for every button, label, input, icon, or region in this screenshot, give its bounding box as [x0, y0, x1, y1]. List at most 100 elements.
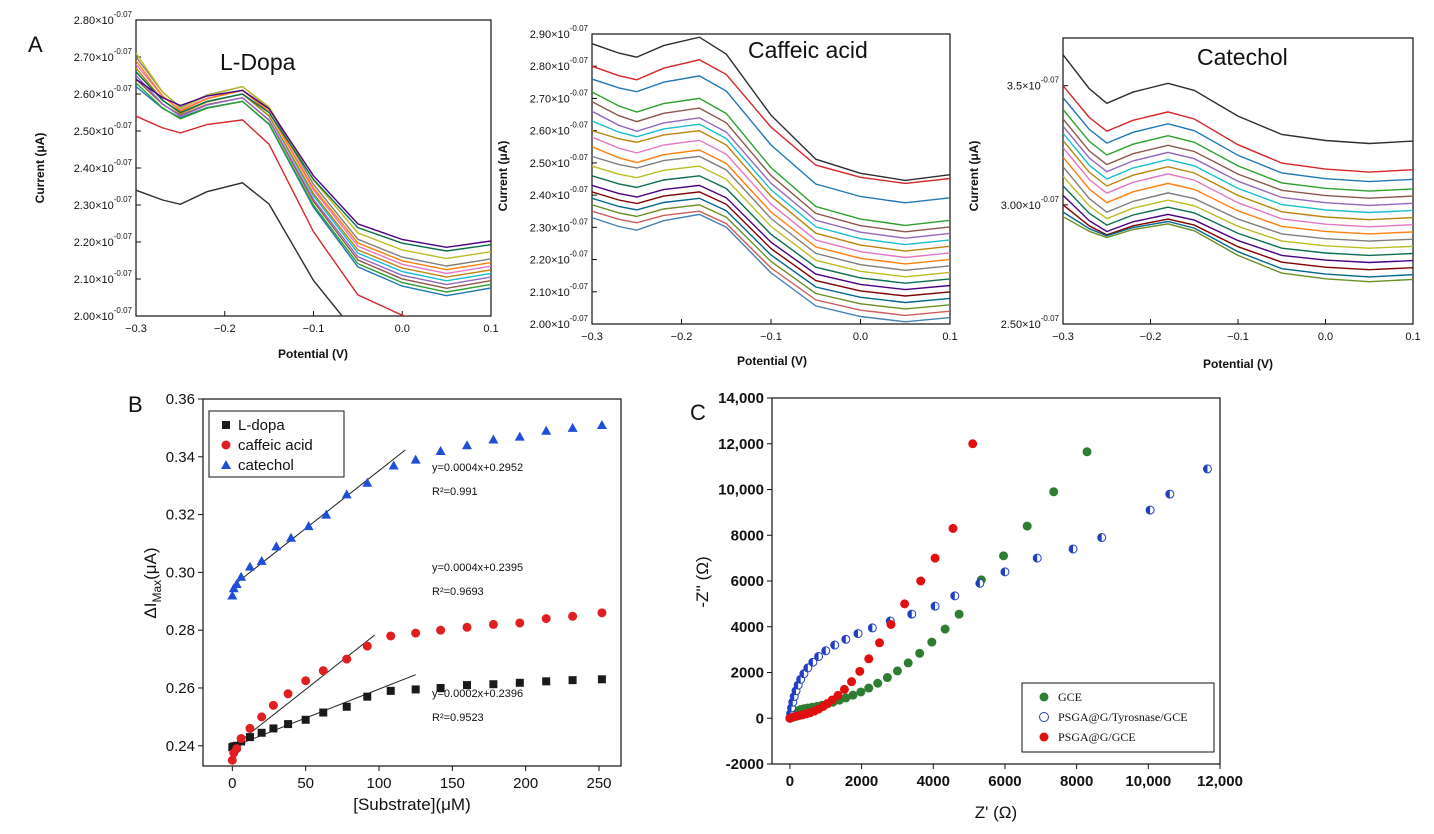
legend-label-psga: PSGA@G/GCE [1058, 730, 1136, 744]
data-point-catechol [341, 489, 352, 499]
nyquist-point [864, 654, 874, 664]
y-tick-label: 2.00×10-0.07 [530, 314, 589, 331]
nyquist-point-half [796, 675, 801, 684]
impedance-legend: GCE PSGA@G/Tyrosnase/GCE PSGA@G/GCE [1021, 682, 1215, 753]
voltammogram-curve [1063, 216, 1413, 283]
data-point-ldopa [436, 683, 445, 692]
nyquist-point-half [1146, 506, 1151, 515]
y-tick-label: 14,000 [718, 390, 764, 407]
nyquist-point [864, 683, 874, 693]
data-point-ldopa [542, 677, 551, 686]
ldopa-curves [136, 52, 491, 316]
y-tick-label: 2.70×10-0.07 [530, 88, 589, 105]
y-tick-label: 0.26 [166, 680, 195, 697]
data-point-caffeic [301, 676, 311, 686]
nyquist-point [1082, 447, 1092, 457]
caffeic-ticks: −0.3 −0.2 −0.1 0.0 0.1 2.00×10-0.07 2.10×10-0.… [530, 24, 958, 343]
legend-marker-gce [1039, 692, 1049, 702]
data-point-catechol [596, 420, 607, 430]
nyquist-point [848, 690, 858, 700]
y-tick-label: 3.5×10-0.07 [1007, 76, 1060, 93]
x-tick-label: −0.3 [125, 323, 147, 335]
data-point-catechol [541, 425, 552, 435]
y-label-unit: (μA) [141, 547, 160, 579]
x-tick-label: −0.2 [214, 323, 236, 335]
impedance-y-axis-label: -Z'' (Ω) [693, 556, 712, 607]
nyquist-point [968, 439, 978, 449]
nyquist-point [915, 648, 925, 658]
nyquist-point-half [975, 579, 980, 588]
legend-marker-ldopa [222, 421, 230, 429]
x-tick-label: 150 [440, 775, 465, 792]
nyquist-point [948, 523, 958, 533]
voltammogram-curve [592, 129, 950, 252]
x-tick-label: −0.1 [303, 323, 325, 335]
panel-label-b: B [128, 392, 143, 417]
nyquist-point [873, 678, 883, 688]
y-tick-label: 2.20×10-0.07 [530, 250, 589, 267]
y-tick-label: 0.36 [166, 391, 195, 408]
y-tick-label: 0.24 [166, 738, 195, 755]
nyquist-point [1022, 521, 1032, 531]
voltammogram-curve [1063, 194, 1413, 264]
data-point-ldopa [411, 685, 420, 694]
y-label-delta-i: ΔI [141, 603, 160, 619]
data-point-caffeic [462, 622, 472, 632]
voltammogram-curve [592, 101, 950, 233]
voltammogram-curve [1063, 97, 1413, 183]
nyquist-point-half [803, 663, 808, 672]
y-tick-label: 2.70×10-0.07 [74, 47, 133, 64]
voltammogram-curve [592, 136, 950, 259]
catechol-ticks: −0.3 −0.2 −0.1 0.0 0.1 2.50×10-0.07 3.00×10-0.… [1001, 76, 1421, 343]
y-tick-label: 0.30 [166, 564, 195, 581]
data-point-catechol [227, 590, 238, 600]
y-tick-label: 2.60×10-0.07 [530, 121, 589, 138]
legend-label-gce: GCE [1058, 690, 1082, 704]
data-point-caffeic [342, 654, 352, 664]
voltammogram-curve [592, 110, 950, 239]
fit-line [232, 634, 375, 748]
voltammogram-curve [1063, 166, 1413, 242]
data-point-catechol [462, 440, 472, 450]
data-point-caffeic [436, 625, 446, 635]
voltammogram-curve [592, 165, 950, 278]
fit-eq-caffeic: y=0.0004x+0.2395 [432, 562, 523, 574]
y-tick-label: 2.60×10-0.07 [74, 84, 133, 101]
data-point-caffeic [386, 631, 396, 641]
data-point-ldopa [257, 728, 266, 737]
panel-label-c: C [690, 400, 706, 425]
nyquist-point-half [830, 641, 835, 650]
voltammogram-curve [136, 115, 409, 316]
y-tick-label: 2.50×10-0.07 [1001, 314, 1060, 331]
nyquist-point-half [790, 692, 795, 701]
nyquist-point-half [821, 646, 826, 655]
x-tick-label: 0.1 [1405, 331, 1420, 343]
curve-group [136, 52, 491, 316]
voltammogram-curve [136, 182, 344, 316]
x-tick-label: 0 [786, 773, 794, 790]
x-tick-label: 2000 [845, 773, 878, 790]
legend-marker-caffeic [221, 440, 231, 450]
y-tick-label: 2.10×10-0.07 [530, 282, 589, 299]
voltammogram-curve [1063, 175, 1413, 249]
legend-label-catechol: catechol [238, 457, 294, 474]
legend-label-caffeic: caffeic acid [238, 437, 313, 454]
x-tick-label: 10,000 [1125, 773, 1171, 790]
nyquist-point [954, 609, 964, 619]
voltammogram-curve [592, 210, 950, 317]
data-point-catechol [244, 561, 255, 571]
calibration-legend-box [208, 410, 345, 478]
caffeic-x-axis-label: Potential (V) [737, 354, 807, 368]
caffeic-curves [592, 36, 950, 323]
caffeic-y-axis-label: Current (μA) [496, 141, 510, 212]
x-tick-label: −0.2 [671, 331, 693, 343]
voltammogram-curve [592, 36, 950, 182]
nyquist-point-half [1203, 464, 1208, 473]
x-tick-label: −0.2 [1140, 331, 1162, 343]
nyquist-point-half [1000, 567, 1005, 576]
nyquist-point-half [854, 629, 859, 638]
voltammogram-curve [136, 60, 491, 271]
nyquist-point [833, 690, 843, 700]
voltammogram-curve [1063, 211, 1413, 278]
data-point-caffeic [227, 755, 237, 765]
